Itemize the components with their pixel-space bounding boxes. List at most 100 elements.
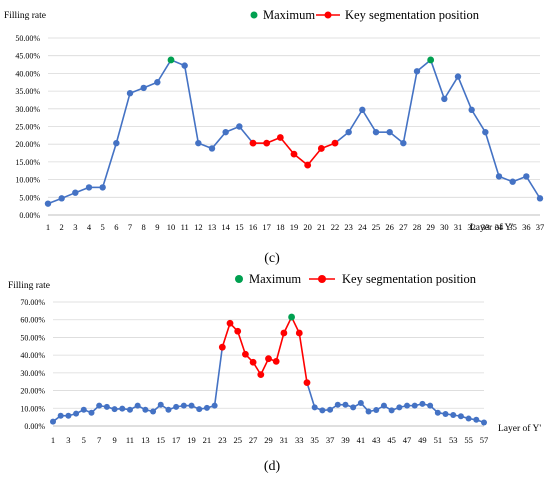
- data-point: [359, 106, 366, 114]
- x-tick-label: 29: [264, 435, 273, 445]
- y-tick-label: 30.00%: [15, 105, 40, 114]
- key-segment-point: [304, 161, 312, 169]
- key-segment-point: [272, 357, 280, 365]
- legend-key-label: Key segmentation position: [345, 8, 480, 22]
- data-point: [222, 128, 229, 136]
- series-line-segment: [361, 109, 377, 133]
- x-tick-label: 23: [344, 222, 353, 232]
- data-point: [157, 401, 164, 408]
- series-line-segment: [213, 347, 224, 406]
- data-point: [142, 406, 149, 413]
- x-tick-label: 49: [418, 435, 427, 445]
- data-point: [80, 406, 87, 413]
- y-tick-label: 30.00%: [20, 369, 45, 378]
- plot-area: 0.00% 5.00% 10.00% 15.00% 20.00% 25.00% 30.00%…: [15, 34, 544, 232]
- key-segment-line: [236, 330, 247, 355]
- key-segment-point: [331, 139, 339, 147]
- x-tick-label: 6: [114, 222, 118, 232]
- data-point: [454, 73, 462, 80]
- data-point: [334, 401, 341, 408]
- data-point: [154, 79, 161, 86]
- y-tick-label: 50.00%: [15, 34, 40, 43]
- x-tick-label: 19: [187, 435, 196, 445]
- maximum-point: [167, 56, 175, 64]
- x-tick-label: 5: [101, 222, 105, 232]
- key-segment-point: [290, 150, 298, 158]
- data-point: [342, 401, 349, 408]
- legend-key-label: Key segmentation position: [342, 272, 477, 286]
- data-point: [468, 106, 475, 114]
- y-tick-label: 5.00%: [19, 193, 40, 202]
- data-point: [188, 402, 195, 409]
- data-point: [319, 407, 326, 414]
- key-segment-point: [218, 343, 226, 351]
- x-tick-label: 31: [280, 435, 289, 445]
- data-point: [111, 406, 118, 413]
- x-tick-label: 31: [454, 222, 463, 232]
- x-tick-label: 17: [262, 222, 271, 232]
- legend-maximum-marker: [250, 11, 258, 19]
- y-tick-label: 40.00%: [20, 351, 45, 360]
- series-line-segment: [429, 59, 446, 100]
- data-point: [413, 68, 421, 75]
- data-point: [126, 406, 133, 413]
- data-point: [396, 404, 403, 411]
- data-point: [119, 405, 126, 412]
- key-segment-point: [276, 134, 284, 141]
- x-tick-label: 33: [481, 222, 490, 232]
- data-point: [523, 173, 530, 180]
- x-tick-label: 11: [181, 222, 189, 232]
- key-segment-point: [263, 139, 271, 147]
- x-tick-label: 14: [221, 222, 230, 232]
- x-tick-label: 29: [426, 222, 435, 232]
- x-tick-label: 10: [167, 222, 176, 232]
- data-point: [195, 139, 202, 147]
- key-segment-line: [221, 323, 231, 348]
- data-point: [103, 403, 110, 410]
- data-point: [450, 412, 457, 419]
- key-segment-point: [295, 329, 303, 337]
- x-tick-label: 39: [341, 435, 350, 445]
- data-point: [181, 62, 188, 69]
- x-tick-label: 7: [97, 435, 101, 445]
- data-point: [203, 404, 210, 411]
- data-point: [481, 419, 487, 426]
- x-tick-label: 4: [87, 222, 92, 232]
- x-tick-label: 13: [208, 222, 217, 232]
- x-tick-label: 7: [128, 222, 132, 232]
- data-point: [236, 123, 243, 130]
- chart-panel-d: Filling rate Layer of Y' (d) Maximum Key…: [8, 272, 541, 474]
- x-tick-label: 1: [46, 222, 50, 232]
- x-tick-label: 19: [290, 222, 299, 232]
- key-segment-point: [249, 358, 257, 366]
- data-point: [473, 416, 480, 423]
- x-tick-label: 21: [317, 222, 326, 232]
- x-tick-label: 22: [331, 222, 340, 232]
- x-tick-label: 30: [440, 222, 449, 232]
- x-tick-label: 53: [449, 435, 458, 445]
- data-point: [495, 173, 503, 180]
- legend-maximum-label: Maximum: [263, 8, 315, 22]
- data-point: [345, 128, 352, 136]
- data-point: [134, 402, 141, 409]
- data-point: [419, 400, 426, 407]
- y-tick-label: 45.00%: [15, 52, 40, 61]
- data-point: [96, 402, 103, 409]
- data-point: [311, 404, 318, 411]
- key-segment-point: [303, 379, 311, 386]
- legend-maximum-marker: [235, 275, 243, 283]
- key-segment-point: [234, 327, 242, 335]
- data-point: [404, 402, 411, 409]
- data-point: [72, 189, 79, 196]
- y-tick-label: 10.00%: [15, 176, 40, 185]
- data-point: [140, 84, 147, 92]
- legend: Maximum Key segmentation position: [235, 272, 477, 286]
- data-point: [427, 402, 434, 409]
- x-tick-label: 45: [387, 435, 396, 445]
- series-line-segment: [484, 131, 500, 177]
- series-line-segment: [347, 109, 364, 133]
- data-point: [99, 184, 106, 191]
- maximum-point: [427, 56, 435, 64]
- x-tick-label: 36: [522, 222, 531, 232]
